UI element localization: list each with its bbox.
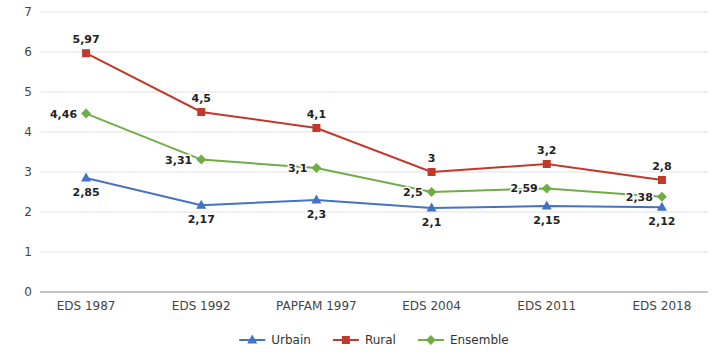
y-tick-label: 6 (24, 45, 32, 59)
y-tick-label: 7 (24, 5, 32, 19)
legend-item: Ensemble (418, 333, 509, 347)
legend-item: Rural (333, 333, 396, 347)
data-label: 2,1 (422, 216, 442, 229)
x-tick-label: EDS 1987 (57, 299, 116, 313)
data-label: 2,59 (511, 182, 538, 195)
grid-line (40, 252, 708, 253)
data-label: 2,85 (72, 186, 99, 199)
data-label: 2,38 (626, 191, 653, 204)
data-label: 4,1 (307, 108, 327, 121)
data-label: 5,97 (72, 33, 99, 46)
data-label: 4,5 (191, 92, 211, 105)
point-marker (543, 160, 551, 168)
point-marker (311, 163, 321, 173)
x-tick-label: EDS 2018 (633, 299, 692, 313)
y-tick-label: 2 (24, 205, 32, 219)
legend-label: Ensemble (450, 333, 509, 347)
point-marker (542, 183, 552, 193)
x-tick-label: PAPFAM 1997 (276, 299, 357, 313)
legend: Urbain Rural Ensemble (239, 333, 509, 347)
grid (40, 12, 708, 292)
grid-line (40, 92, 708, 93)
data-label: 4,46 (50, 108, 77, 121)
grid-line (40, 12, 708, 13)
x-axis-line (40, 292, 708, 293)
data-label: 2,8 (652, 160, 672, 173)
data-labels: 2,85 2,17 2,3 2,1 2,15 2,12 5,97 4,5 4,1 3 3,2 2,8 4… (50, 33, 676, 229)
point-marker (81, 109, 91, 119)
legend-marker (342, 336, 350, 344)
chart-container: 0 1 2 3 4 5 6 7 EDS 1987 EDS 1992 PAPFAM 1997 EDS 2… (0, 0, 722, 356)
point-marker (658, 176, 666, 184)
y-tick-label: 1 (24, 245, 32, 259)
legend-label: Rural (365, 333, 396, 347)
point-marker (82, 49, 90, 57)
point-marker (427, 187, 437, 197)
point-marker (196, 200, 206, 209)
point-marker (427, 203, 437, 212)
series-line (86, 53, 662, 180)
point-marker (312, 124, 320, 132)
point-marker (196, 155, 206, 165)
legend-marker (247, 335, 257, 344)
data-label: 2,5 (403, 186, 423, 199)
point-marker (428, 168, 436, 176)
x-tick-label: EDS 2004 (402, 299, 461, 313)
point-marker (542, 201, 552, 210)
x-tick-label: EDS 2011 (517, 299, 576, 313)
legend-marker (426, 335, 436, 345)
series-line (86, 114, 662, 197)
legend-label: Urbain (271, 333, 311, 347)
grid-line (40, 292, 708, 293)
data-label: 2,17 (188, 213, 215, 226)
data-label: 2,15 (533, 214, 560, 227)
y-tick-label: 4 (24, 125, 32, 139)
plot-area (81, 49, 667, 211)
legend-item: Urbain (239, 333, 311, 347)
point-marker (657, 192, 667, 202)
data-label: 2,3 (307, 208, 327, 221)
y-tick-label: 3 (24, 165, 32, 179)
point-marker (311, 195, 321, 204)
data-label: 2,12 (648, 215, 675, 228)
y-tick-label: 0 (24, 285, 32, 299)
point-marker (657, 202, 667, 211)
grid-line (40, 132, 708, 133)
grid-line (40, 52, 708, 53)
data-label: 3 (428, 152, 436, 165)
data-label: 3,2 (537, 144, 557, 157)
point-marker (81, 173, 91, 182)
grid-line (40, 212, 708, 213)
chart: 0 1 2 3 4 5 6 7 EDS 1987 EDS 1992 PAPFAM 1997 EDS 2… (0, 0, 722, 356)
data-label: 3,31 (165, 154, 192, 167)
series-line (86, 178, 662, 208)
point-marker (197, 108, 205, 116)
y-tick-label: 5 (24, 85, 32, 99)
x-tick-label: EDS 1992 (172, 299, 231, 313)
data-label: 3,1 (288, 162, 308, 175)
